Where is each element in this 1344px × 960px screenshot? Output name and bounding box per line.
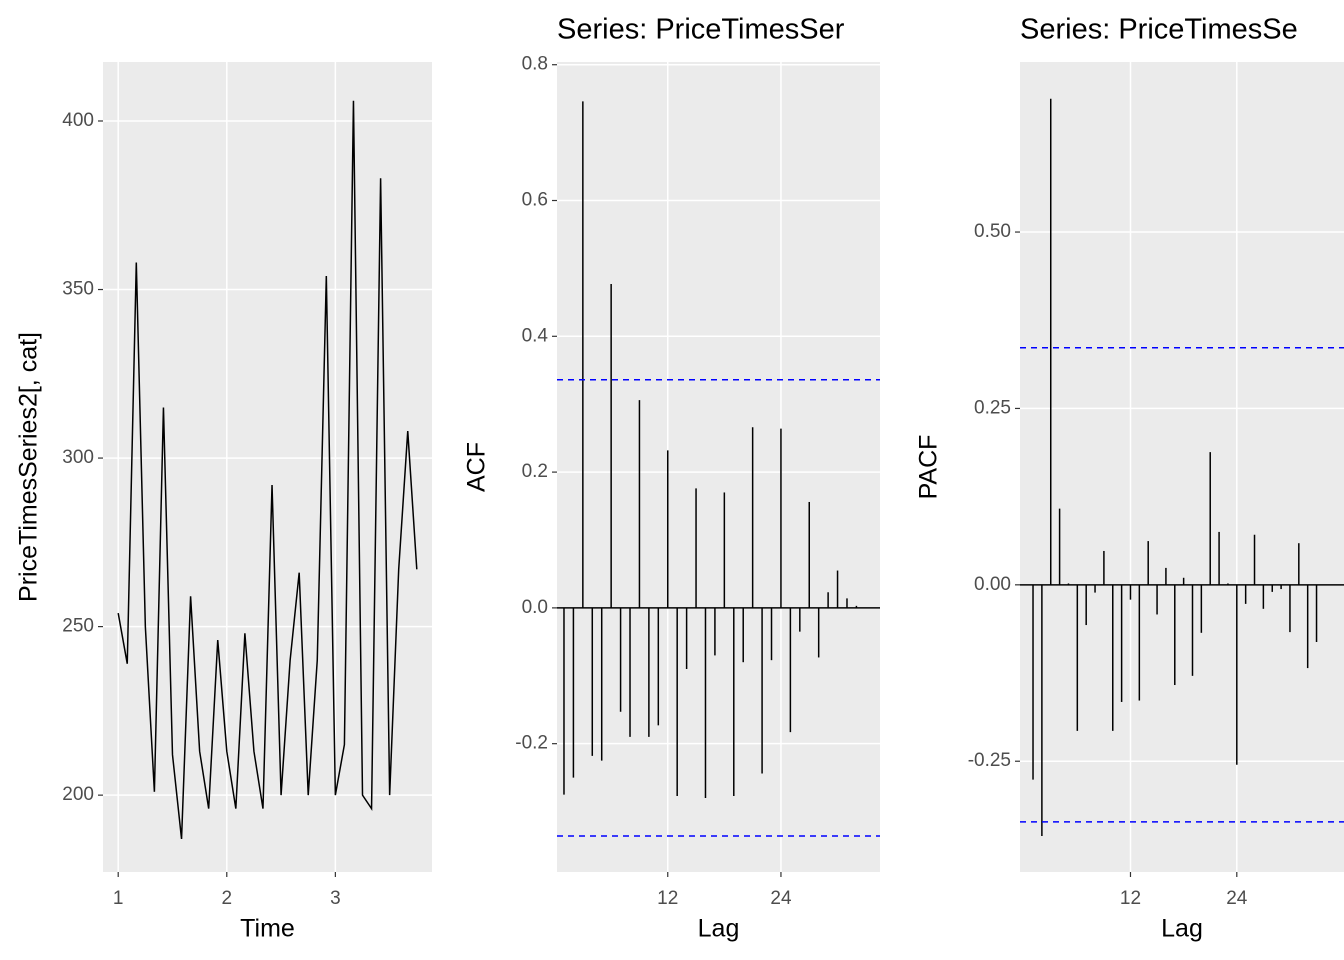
x-tick-label: 24 [1226, 888, 1248, 909]
y-tick-label: 250 [62, 616, 94, 637]
y-tick-label: 0.8 [522, 54, 548, 75]
x-tick-label: 12 [657, 888, 678, 909]
y-tick-label: -0.25 [968, 750, 1011, 771]
x-axis-title: Lag [698, 915, 740, 943]
y-axis-title: ACF [463, 442, 491, 492]
y-tick-label: 0.0 [522, 597, 548, 618]
y-tick-label: 300 [62, 447, 94, 468]
y-tick-label: 0.2 [522, 461, 548, 482]
y-axis-title: PriceTimesSeries2[, cat] [15, 332, 43, 602]
x-axis-title: Time [240, 915, 295, 943]
x-tick-label: 24 [770, 888, 792, 909]
y-tick-label: -0.2 [515, 733, 548, 754]
y-axis-title: PACF [915, 435, 943, 500]
y-tick-label: 0.25 [974, 397, 1011, 418]
data-line [117, 100, 418, 840]
y-tick-label: 350 [62, 279, 94, 300]
y-tick-label: 400 [62, 110, 94, 131]
x-tick-label: 2 [221, 888, 232, 909]
chart-title: Series: PriceTimesSer [557, 14, 845, 46]
plot-background [1020, 62, 1344, 872]
plot-background [557, 62, 880, 872]
y-tick-label: 0.50 [974, 221, 1011, 242]
y-tick-label: 200 [62, 784, 94, 805]
x-tick-label: 1 [113, 888, 124, 909]
x-axis-title: Lag [1161, 915, 1203, 943]
y-tick-label: 0.4 [522, 325, 549, 346]
x-tick-label: 3 [330, 888, 341, 909]
y-tick-label: 0.00 [974, 574, 1011, 595]
x-tick-label: 12 [1120, 888, 1141, 909]
y-tick-label: 0.6 [522, 190, 548, 211]
chart-title: Series: PriceTimesSe [1020, 14, 1298, 46]
